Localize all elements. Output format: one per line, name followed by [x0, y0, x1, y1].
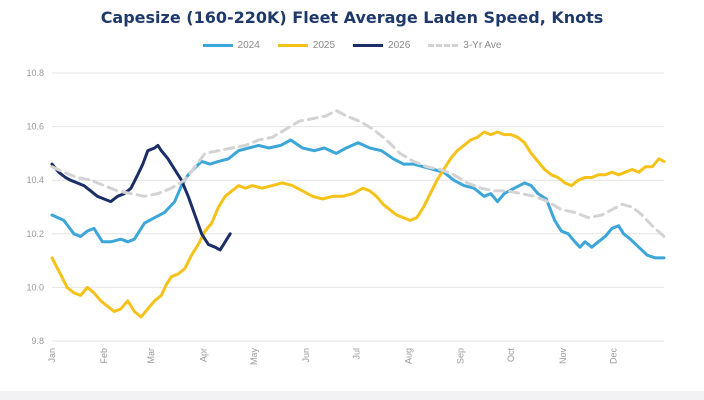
- x-tick-label: Apr: [198, 348, 208, 362]
- y-tick-label: 10.8: [26, 68, 44, 78]
- y-tick-label: 9.8: [31, 336, 44, 346]
- chart-title: Capesize (160-220K) Fleet Average Laden …: [100, 8, 604, 27]
- legend-label: 3-Yr Ave: [463, 40, 502, 51]
- x-tick-label: Jan: [47, 348, 57, 363]
- x-tick-label: Jun: [301, 348, 311, 363]
- legend-label: 2024: [237, 40, 260, 51]
- legend-item: 2026: [353, 40, 410, 51]
- x-tick-label: Aug: [403, 348, 413, 364]
- legend-swatch: [277, 44, 308, 47]
- legend-label: 2025: [312, 40, 336, 51]
- y-tick-label: 10.4: [26, 175, 44, 185]
- x-tick-label: Mar: [146, 348, 156, 364]
- x-tick-label: Jul: [351, 348, 361, 360]
- legend-swatch: [428, 44, 459, 47]
- x-tick-label: Oct: [506, 348, 516, 363]
- series-line-2024: [50, 138, 666, 260]
- series-line-2026: [50, 143, 232, 252]
- legend-item: 3-Yr Ave: [428, 40, 501, 51]
- legend-item: 2025: [277, 40, 336, 51]
- x-tick-label: Sep: [456, 348, 466, 364]
- series-line-2025: [50, 130, 666, 319]
- y-tick-label: 10.0: [26, 282, 44, 292]
- legend-label: 2026: [388, 40, 411, 51]
- x-tick-label: Dec: [609, 348, 619, 365]
- legend-swatch: [202, 44, 233, 47]
- x-tick-label: Nov: [558, 348, 568, 365]
- legend-item: 2024: [202, 40, 260, 51]
- y-tick-label: 10.2: [26, 229, 44, 239]
- series-line-3-yr-ave: [50, 109, 666, 238]
- x-tick-label: May: [249, 348, 259, 366]
- y-tick-label: 10.6: [26, 122, 44, 132]
- legend-swatch: [353, 44, 384, 47]
- chart-legend: 2024 2025 2026 3-Yr Ave: [0, 40, 704, 51]
- x-tick-label: Feb: [99, 348, 109, 364]
